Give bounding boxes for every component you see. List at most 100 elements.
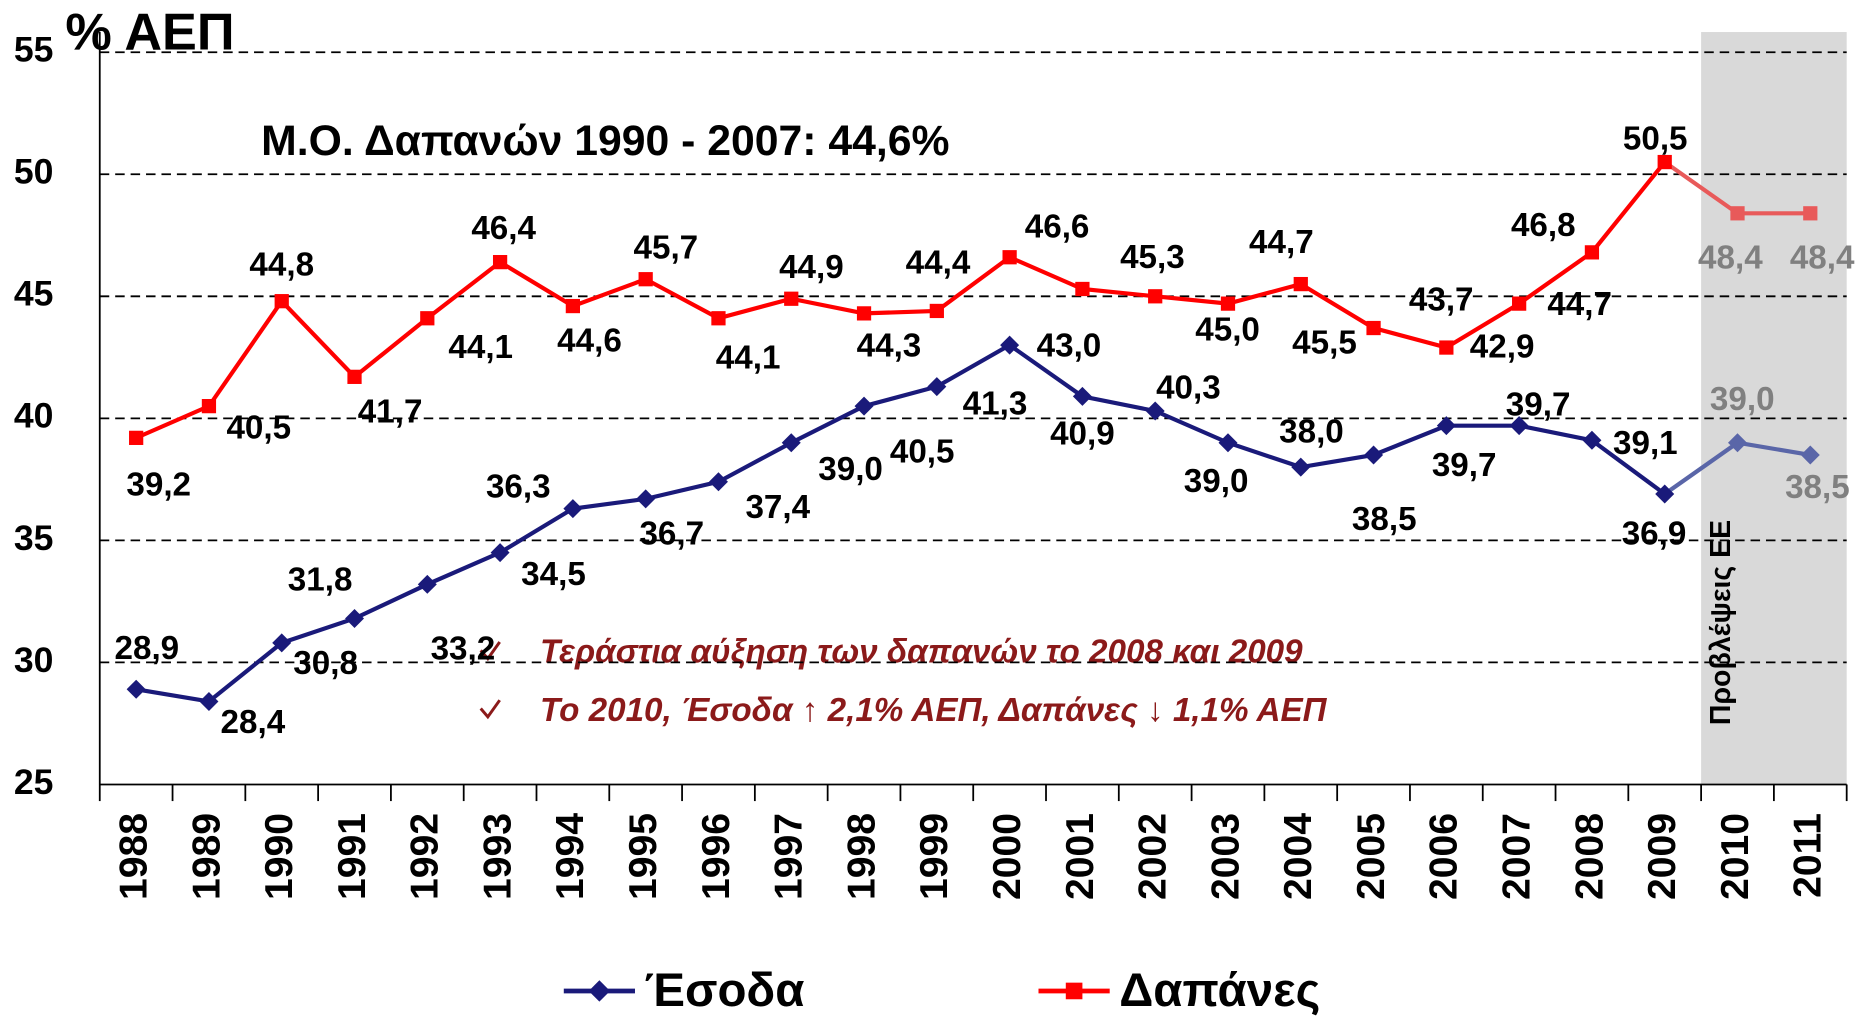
marker [1582, 430, 1602, 450]
data-label: 39,1 [1613, 425, 1678, 462]
data-label: 44,8 [249, 247, 314, 284]
marker [1148, 289, 1163, 304]
x-tick-label: 1995 [622, 813, 665, 900]
forecast-label: Προβλέψεις ΕΕ [1705, 520, 1737, 725]
data-label: 45,3 [1120, 239, 1185, 276]
data-label: 30,8 [293, 645, 358, 682]
x-tick-label: 2004 [1277, 813, 1320, 900]
data-label: 34,5 [521, 556, 586, 593]
legend-marker [1065, 982, 1083, 1000]
data-label: 45,5 [1292, 324, 1357, 361]
forecast-region [1701, 32, 1847, 785]
marker [347, 369, 362, 384]
marker [927, 377, 947, 397]
x-tick-label: 1992 [404, 813, 447, 900]
y-tick-label: 50 [14, 152, 54, 192]
marker [274, 294, 289, 309]
marker [345, 608, 365, 628]
marker [781, 433, 801, 453]
data-label: 44,1 [716, 340, 781, 377]
data-label: 37,4 [745, 489, 810, 526]
x-tick-label: 1988 [112, 813, 155, 900]
marker [563, 499, 583, 519]
marker [1364, 445, 1384, 465]
x-tick-label: 2011 [1787, 813, 1830, 898]
x-tick-label: 1997 [768, 813, 811, 900]
annotation: Μ.Ο. Δαπανών 1990 - 2007: 44,6% [261, 117, 949, 165]
x-tick-label: 2008 [1568, 813, 1611, 900]
marker [1220, 296, 1236, 311]
marker [1002, 250, 1017, 265]
x-tick-label: 2007 [1495, 813, 1538, 900]
marker [129, 430, 144, 445]
data-label: 42,9 [1470, 329, 1535, 366]
x-tick-label: 2000 [986, 813, 1029, 900]
marker [1730, 206, 1745, 221]
data-label: 45,0 [1195, 312, 1260, 349]
data-label: 50,5 [1623, 120, 1688, 157]
data-label: 44,7 [1547, 286, 1612, 323]
marker [711, 311, 726, 326]
y-tick-label: 55 [14, 30, 54, 70]
marker [1366, 320, 1381, 336]
check-mark [479, 641, 501, 662]
marker [1075, 281, 1090, 297]
data-label: 40,9 [1050, 415, 1115, 452]
data-label: 41,3 [963, 385, 1028, 422]
x-tick-label: 1999 [913, 813, 956, 900]
x-tick-label: 1993 [476, 813, 519, 900]
data-label: 46,4 [471, 210, 536, 247]
marker [490, 543, 510, 563]
data-label: 46,8 [1511, 207, 1576, 244]
marker [1655, 484, 1675, 504]
marker [1439, 340, 1454, 355]
marker [1657, 154, 1672, 170]
marker [854, 396, 874, 416]
x-tick-label: 2005 [1350, 813, 1393, 900]
y-tick-label: 45 [14, 274, 54, 314]
marker [929, 303, 944, 319]
y-tick-label: 35 [14, 518, 54, 558]
x-tick-label: 1989 [185, 813, 228, 900]
marker [708, 472, 728, 492]
data-label: 40,5 [226, 410, 291, 447]
marker [1512, 296, 1527, 311]
series-line [135, 160, 1667, 440]
marker [126, 679, 146, 699]
marker [1145, 401, 1165, 421]
marker [1803, 206, 1818, 221]
marker [1800, 445, 1820, 465]
data-label: 44,6 [557, 323, 622, 360]
marker [1293, 276, 1308, 292]
data-label: 44,7 [1249, 224, 1314, 261]
data-label: 28,4 [221, 704, 286, 741]
x-tick-label: 2003 [1204, 813, 1247, 900]
series-line [135, 342, 1666, 704]
y-tick-label: 40 [14, 396, 54, 436]
check-mark [479, 699, 501, 720]
data-label: 36,3 [486, 468, 551, 505]
data-label: 48,4 [1698, 239, 1763, 276]
y-tick-label: 25 [14, 762, 54, 802]
marker [420, 311, 435, 326]
x-tick-label: 1991 [331, 813, 374, 900]
marker [638, 272, 653, 287]
data-label: 39,0 [1710, 381, 1775, 418]
data-label: 43,0 [1037, 327, 1102, 364]
x-tick-label: 2010 [1714, 813, 1757, 900]
data-label: 39,0 [1184, 463, 1249, 500]
y-tick-label: 30 [14, 640, 54, 680]
x-tick-label: 1996 [695, 813, 738, 900]
marker [784, 291, 799, 306]
marker [565, 298, 581, 314]
data-label: 39,2 [126, 466, 191, 503]
data-label: 38,0 [1279, 414, 1344, 451]
note: Το 2010, Έσοδα ↑ 2,1% ΑΕΠ, Δαπάνες ↓ 1,1… [540, 692, 1328, 729]
data-label: 44,3 [857, 328, 922, 365]
data-label: 44,1 [448, 329, 513, 366]
x-tick-label: 2009 [1641, 813, 1684, 900]
x-tick-label: 2006 [1423, 813, 1466, 900]
note: Τεράστια αύξηση των δαπανών το 2008 και … [540, 634, 1303, 671]
